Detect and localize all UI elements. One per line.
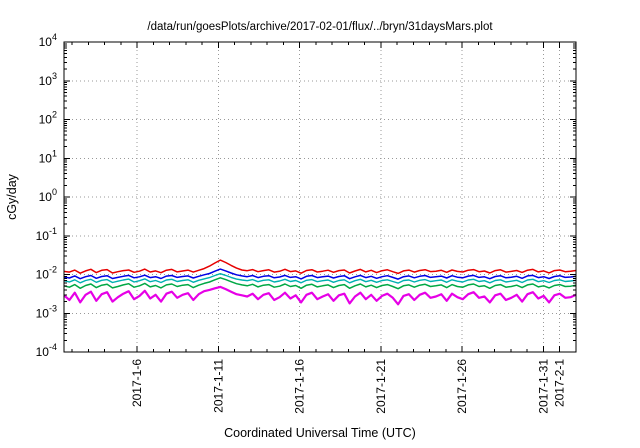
series-cyan: [63, 273, 577, 284]
y-tick-label: 101: [39, 148, 57, 165]
x-axis-label: Coordinated Universal Time (UTC): [224, 426, 416, 440]
x-tick-label: 2017-1-31: [536, 359, 550, 414]
y-axis-label: cGy/day: [5, 173, 19, 220]
y-tick-label: 10-2: [36, 265, 57, 282]
x-tick-label: 2017-1-26: [455, 359, 469, 414]
x-tick-label: 2017-2-1: [553, 359, 567, 407]
y-tick-label: 102: [39, 110, 57, 127]
y-tick-label: 100: [39, 187, 57, 204]
series-lines: [63, 259, 577, 306]
x-tick-label: 2017-1-11: [211, 359, 225, 413]
tick-labels: 2017-1-6 2017-1-11 2017-1-16 2017-1-21 2017-…: [36, 32, 567, 414]
y-tick-label: 10-1: [36, 226, 57, 243]
x-tick-label: 2017-1-16: [293, 359, 307, 414]
series-green: [63, 277, 577, 290]
x-tick-label: 2017-1-6: [130, 359, 144, 407]
axes: [63, 41, 577, 353]
series-red: [63, 259, 577, 275]
x-tick-label: 2017-1-21: [374, 359, 388, 414]
y-tick-label: 10-4: [36, 342, 57, 359]
gridlines: [64, 41, 576, 353]
y-tick-label: 104: [39, 32, 57, 49]
y-tick-label: 10-3: [36, 303, 57, 320]
series-magenta: [63, 285, 577, 306]
series-blue: [63, 268, 577, 280]
y-tick-label: 103: [39, 71, 57, 88]
chart-title: /data/run/goesPlots/archive/2017-02-01/f…: [147, 21, 493, 33]
